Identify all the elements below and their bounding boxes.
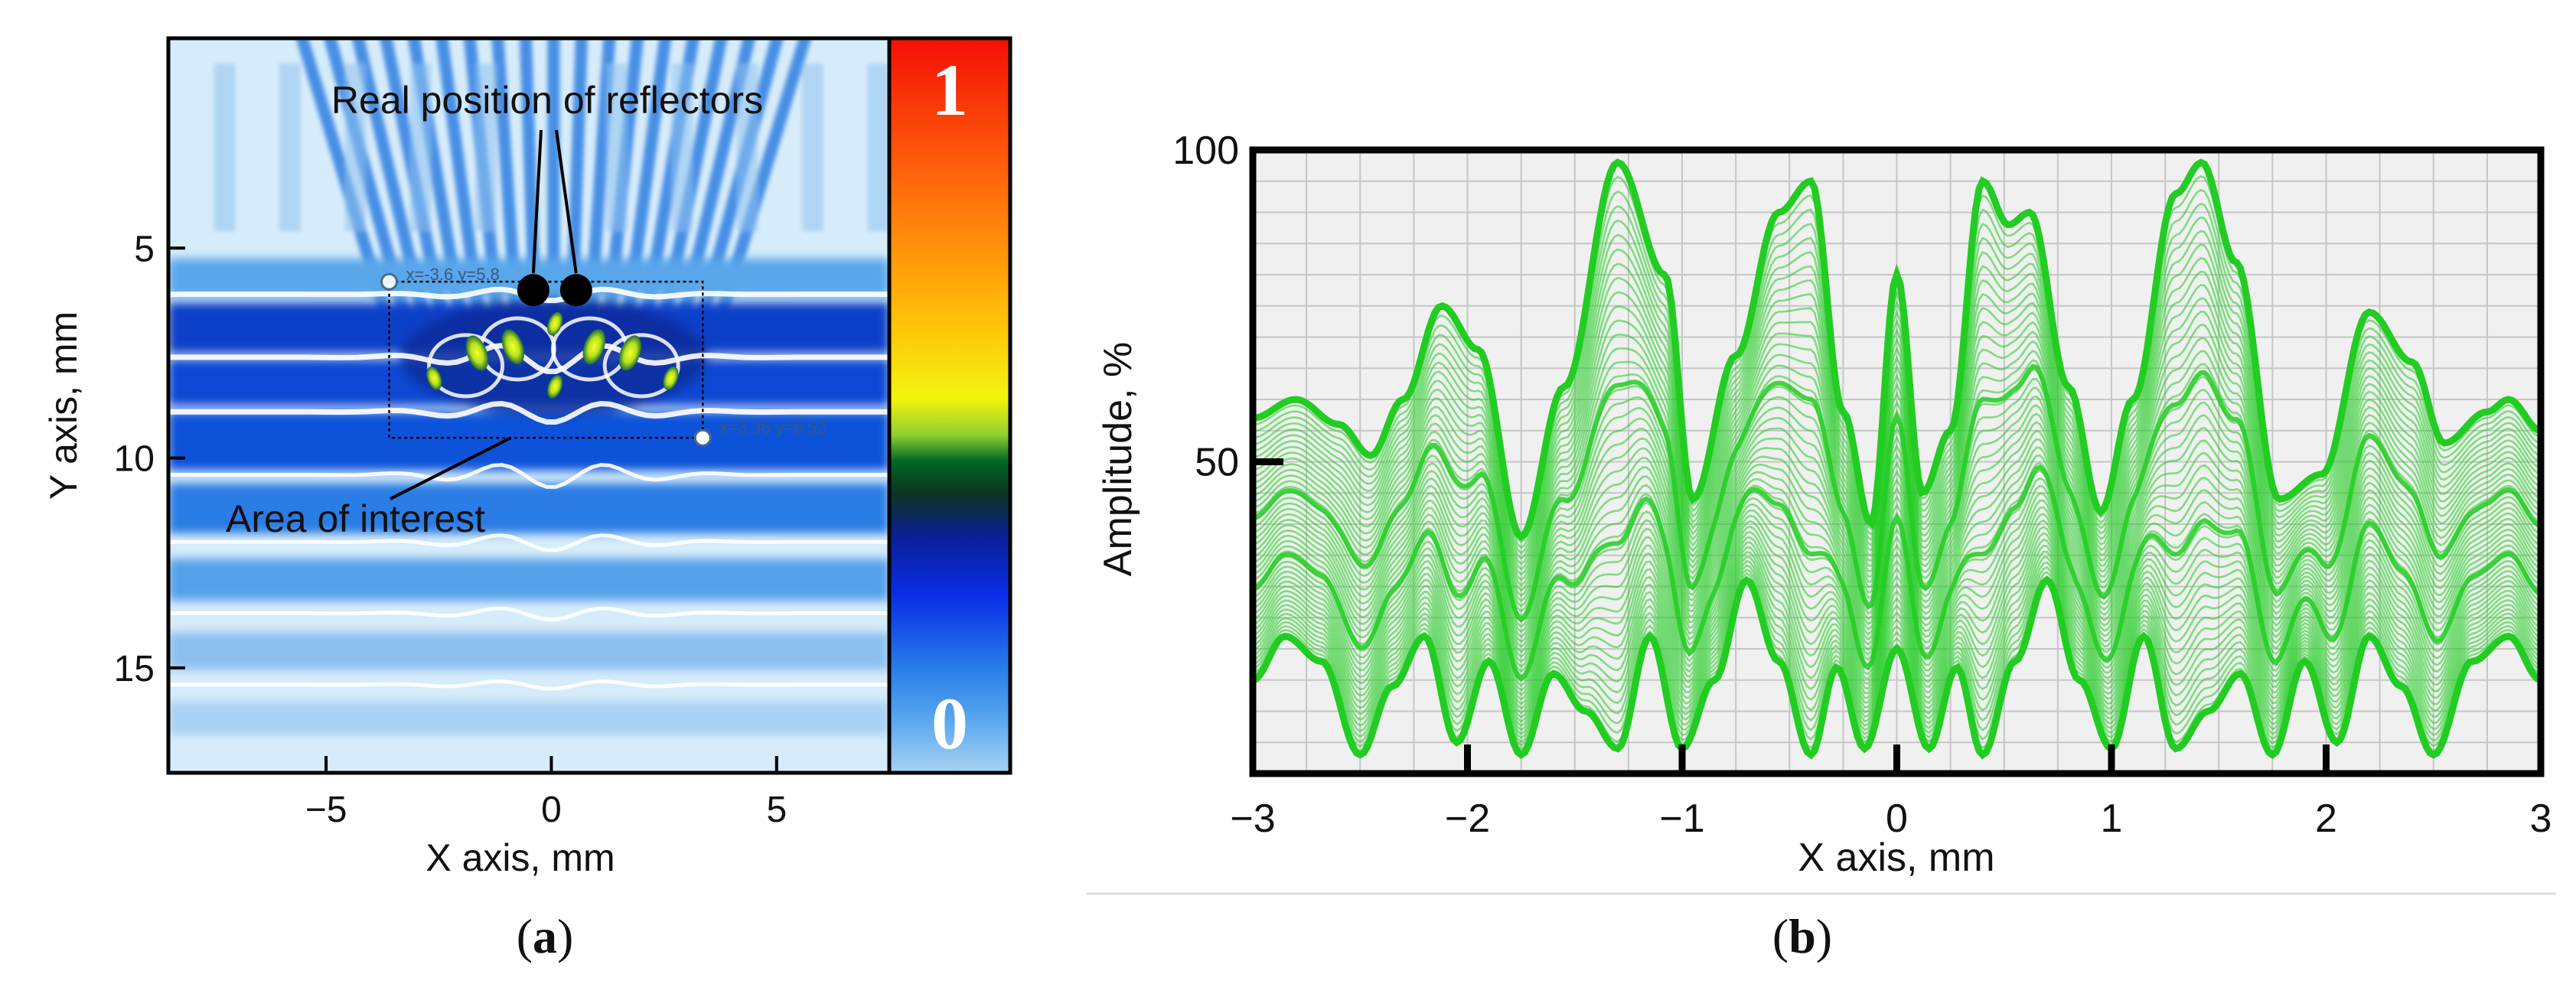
series-frame-line (1253, 446, 2541, 668)
series-frame-line (1253, 526, 2541, 718)
series-frame-line (1253, 216, 2541, 560)
annotation-real-position: Real position of reflectors (331, 79, 763, 122)
marker-point-bottom-right (693, 428, 712, 447)
colorbar (887, 36, 1012, 775)
plot-x-tick-label: 3 (2530, 797, 2552, 841)
plot-x-tick-label: −1 (1659, 797, 1704, 841)
heatmap-x-tick-label: −5 (305, 790, 347, 830)
marker-label-top-left: x=-3.6 y=5.8 (406, 265, 499, 284)
series-frame-line (1253, 297, 2541, 592)
heatmap-y-axis-label: Y axis, mm (42, 311, 85, 500)
series-frame-line (1253, 519, 2541, 715)
series-frame-line (1253, 243, 2541, 571)
area-of-interest-box (388, 280, 704, 439)
reflector-pointer-line (555, 129, 578, 274)
plot-y-tick-label: 50 (1195, 441, 1239, 485)
colorbar-max-label: 1 (931, 49, 968, 131)
series-frame-line (1253, 561, 2541, 744)
plot-y-tick-label: 100 (1172, 129, 1239, 173)
series-frame-line (1253, 377, 2541, 628)
panel-a-heatmap: 1 0 x=-3.6 y=5.8 x=3.36 y=9.52 Real positi… (42, 36, 1012, 963)
plot-x-tick-label: −3 (1230, 797, 1275, 841)
series-frame-line (1253, 412, 2541, 648)
series-mid-line (1253, 363, 2541, 623)
series-frame-line (1253, 324, 2541, 602)
series-frame-line (1253, 202, 2541, 555)
series-frame-line (1253, 513, 2541, 710)
series-frame-line (1253, 438, 2541, 663)
series-frame-line (1253, 421, 2541, 653)
plot-y-axis-label: Amplitude, % (1096, 342, 1140, 576)
series-frame-line (1253, 395, 2541, 638)
series-frame-line (1253, 429, 2541, 658)
panel-a-caption: (a) (517, 909, 574, 963)
series-mid-line (1253, 464, 2541, 682)
series-frame-line (1253, 188, 2541, 549)
series-frame-line (1253, 538, 2541, 728)
marker-point-top-left (380, 272, 398, 291)
series-frame-line (1253, 544, 2541, 731)
annotation-area-of-interest: Area of interest (226, 497, 485, 540)
plot-x-tick-label: −2 (1445, 797, 1490, 841)
series-frame-line (1253, 550, 2541, 735)
series-frame-line (1253, 484, 2541, 692)
series-frame-line (1253, 257, 2541, 576)
series-frame-line (1253, 532, 2541, 723)
curve-family (1253, 158, 2541, 760)
series-frame-line (1253, 403, 2541, 644)
series-frame-line (1253, 477, 2541, 687)
heatmap-y-tick-label: 5 (134, 229, 155, 269)
series-frame-line (1253, 284, 2541, 587)
heatmap-y-tick-label: 15 (114, 649, 155, 689)
heatmap-y-tick-label: 10 (114, 439, 155, 480)
plot-x-axis-label: X axis, mm (1798, 836, 1994, 880)
panel-b-caption: (b) (1772, 909, 1832, 963)
series-frame-line (1253, 310, 2541, 597)
marker-label-bottom-right: x=3.36 y=9.52 (719, 418, 826, 437)
area-pointer-line (390, 436, 512, 500)
series-frame-line (1253, 571, 2541, 751)
series-bottom-envelope (1253, 575, 2541, 760)
reflector-pointer-line (531, 129, 543, 274)
heatmap-x-tick-label: 5 (766, 790, 787, 830)
series-frame-line (1253, 349, 2541, 613)
series-frame-line (1253, 575, 2541, 754)
series-frame-line (1253, 556, 2541, 739)
series-frame-line (1253, 500, 2541, 701)
series-frame-line (1253, 492, 2541, 696)
plot-x-tick-label: 2 (2315, 797, 2337, 841)
series-frame-line (1253, 506, 2541, 705)
series-frame-line (1253, 230, 2541, 565)
series-frame-line (1253, 359, 2541, 618)
series-frame-line (1253, 270, 2541, 582)
plot-x-tick-label: 1 (2101, 797, 2123, 841)
heatmap-x-tick-label: 0 (541, 790, 562, 830)
series-frame-line (1253, 454, 2541, 673)
series-frame-line (1253, 566, 2541, 747)
reflector-dot (559, 274, 592, 307)
series-frame-line (1253, 337, 2541, 608)
heatmap-x-axis-label: X axis, mm (426, 836, 615, 879)
series-top-envelope (1253, 158, 2541, 542)
plot-x-tick-label: 0 (1886, 797, 1908, 841)
heatmap-image (168, 38, 889, 773)
colorbar-min-label: 0 (931, 683, 968, 764)
reflector-dot (517, 274, 549, 307)
series-frame-line (1253, 386, 2541, 634)
